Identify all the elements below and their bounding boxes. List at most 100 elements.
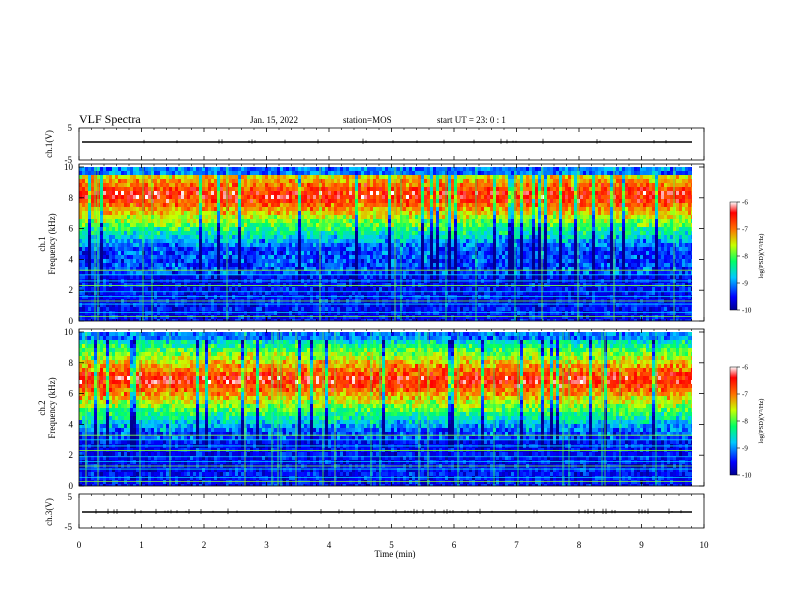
- psd-cell: [376, 171, 380, 176]
- psd-cell: [439, 263, 443, 268]
- psd-cell: [457, 307, 461, 312]
- psd-cell: [154, 199, 158, 204]
- psd-cell: [103, 183, 107, 188]
- psd-cell: [130, 187, 134, 192]
- psd-cell: [217, 311, 221, 316]
- psd-cell: [199, 271, 203, 276]
- psd-cell: [262, 223, 266, 228]
- psd-cell: [82, 287, 86, 292]
- psd-cell: [349, 275, 353, 280]
- psd-cell: [430, 243, 434, 248]
- psd-cell: [136, 199, 140, 204]
- psd-cell: [163, 247, 167, 252]
- psd-cell: [202, 243, 206, 248]
- psd-cell: [328, 227, 332, 232]
- psd-cell: [265, 171, 269, 176]
- psd-cell: [331, 243, 335, 248]
- psd-cell: [322, 291, 326, 296]
- psd-cell: [187, 239, 191, 244]
- psd-cell: [286, 275, 290, 280]
- psd-cell: [337, 183, 341, 188]
- psd-cell: [409, 187, 413, 192]
- psd-cell: [421, 283, 425, 288]
- psd-cell: [373, 187, 377, 192]
- psd-cell: [121, 271, 125, 276]
- psd-cell: [283, 267, 287, 272]
- psd-cell: [304, 191, 308, 196]
- psd-cell: [145, 179, 149, 184]
- psd-cell: [433, 183, 437, 188]
- psd-cell: [157, 175, 161, 180]
- psd-cell: [304, 259, 308, 264]
- psd-cell: [295, 267, 299, 272]
- psd-cell: [307, 223, 311, 228]
- psd-cell: [163, 231, 167, 236]
- psd-cell: [274, 291, 278, 296]
- psd-cell: [220, 171, 224, 176]
- psd-cell: [79, 215, 83, 220]
- psd-cell: [328, 271, 332, 276]
- psd-cell: [181, 275, 185, 280]
- psd-cell: [451, 235, 455, 240]
- psd-cell: [322, 235, 326, 240]
- psd-cell: [241, 271, 245, 276]
- psd-cell: [154, 183, 158, 188]
- psd-cell: [172, 283, 176, 288]
- psd-cell: [430, 311, 434, 316]
- psd-cell: [115, 227, 119, 232]
- psd-cell: [193, 183, 197, 188]
- psd-cell: [136, 243, 140, 248]
- psd-cell: [448, 311, 452, 316]
- psd-cell: [172, 187, 176, 192]
- psd-cell: [379, 275, 383, 280]
- psd-cell: [418, 295, 422, 300]
- psd-cell: [304, 243, 308, 248]
- psd-cell: [139, 215, 143, 220]
- psd-cell: [349, 315, 353, 320]
- psd-cell: [307, 267, 311, 272]
- psd-cell: [196, 231, 200, 236]
- psd-cell: [139, 223, 143, 228]
- psd-cell: [322, 199, 326, 204]
- psd-cell: [298, 195, 302, 200]
- psd-cell: [436, 263, 440, 268]
- psd-cell: [397, 247, 401, 252]
- psd-cell: [223, 291, 227, 296]
- psd-cell: [166, 231, 170, 236]
- psd-cell: [424, 219, 428, 224]
- psd-cell: [439, 239, 443, 244]
- psd-cell: [349, 195, 353, 200]
- psd-cell: [88, 203, 92, 208]
- psd-cell: [343, 167, 347, 172]
- psd-cell: [301, 287, 305, 292]
- psd-cell: [250, 311, 254, 316]
- psd-cell: [397, 187, 401, 192]
- psd-cell: [193, 315, 197, 320]
- psd-cell: [334, 179, 338, 184]
- psd-cell: [367, 275, 371, 280]
- psd-cell: [427, 247, 431, 252]
- psd-cell: [367, 303, 371, 308]
- psd-cell: [148, 251, 152, 256]
- psd-cell: [295, 195, 299, 200]
- psd-cell: [334, 311, 338, 316]
- psd-cell: [409, 295, 413, 300]
- psd-cell: [307, 263, 311, 268]
- psd-cell: [367, 311, 371, 316]
- psd-cell: [142, 203, 146, 208]
- psd-cell: [103, 259, 107, 264]
- psd-cell: [445, 303, 449, 308]
- psd-cell: [223, 267, 227, 272]
- psd-cell: [385, 203, 389, 208]
- psd-cell: [346, 315, 350, 320]
- psd-cell: [310, 171, 314, 176]
- psd-cell: [319, 211, 323, 216]
- psd-cell: [304, 307, 308, 312]
- psd-cell: [166, 183, 170, 188]
- psd-cell: [79, 315, 83, 320]
- psd-cell: [322, 167, 326, 172]
- psd-cell: [103, 203, 107, 208]
- psd-cell: [283, 187, 287, 192]
- psd-cell: [124, 307, 128, 312]
- psd-cell: [373, 171, 377, 176]
